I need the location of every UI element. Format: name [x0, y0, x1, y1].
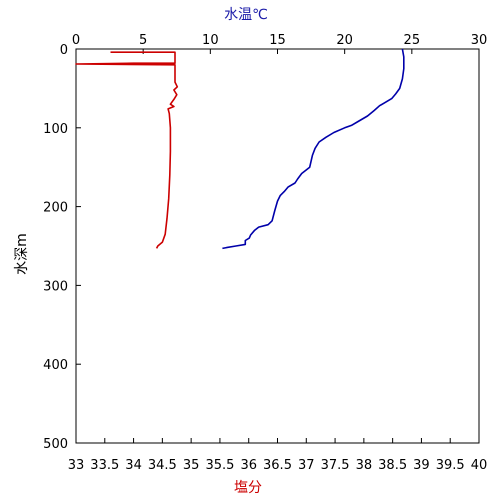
top-tick-label: 30	[471, 33, 488, 48]
top-tick-label: 25	[404, 33, 421, 48]
left-tick-label: 400	[43, 358, 68, 373]
bottom-axis-ticks: 33 33.5 34 34.5 35 35.5 36 36.5 37 37.5 38 38.5 39 39…	[68, 438, 488, 473]
bottom-tick-label: 37.5	[321, 458, 350, 473]
y-axis-title: 水深m	[14, 233, 30, 275]
top-tick-label: 5	[139, 33, 147, 48]
bottom-tick-label: 33.5	[90, 458, 119, 473]
bottom-tick-label: 38.5	[378, 458, 407, 473]
top-tick-label: 20	[336, 33, 353, 48]
bottom-tick-label: 40	[471, 458, 488, 473]
left-tick-label: 100	[43, 122, 68, 137]
plot-frame	[75, 48, 480, 444]
top-tick-label: 0	[72, 33, 80, 48]
bottom-tick-label: 35.5	[205, 458, 234, 473]
left-tick-label: 500	[43, 437, 68, 452]
series-layer	[75, 48, 405, 250]
bottom-tick-label: 38	[356, 458, 373, 473]
bottom-tick-label: 39	[413, 458, 430, 473]
bottom-tick-label: 34.5	[148, 458, 177, 473]
top-axis-title: 水温℃	[224, 7, 268, 23]
bottom-tick-label: 34	[125, 458, 142, 473]
top-tick-label: 15	[269, 33, 286, 48]
bottom-axis-title: 塩分	[234, 480, 262, 496]
salinity-profile-line	[75, 51, 179, 249]
bottom-tick-label: 33	[68, 458, 85, 473]
left-tick-label: 300	[43, 279, 68, 294]
temperature-profile-line	[222, 48, 405, 250]
bottom-tick-label: 37	[298, 458, 315, 473]
left-tick-label: 0	[60, 43, 68, 58]
bottom-tick-label: 35	[183, 458, 200, 473]
top-axis-ticks: 0 5 10 15 20 25 30	[72, 33, 487, 54]
left-tick-label: 200	[43, 201, 68, 216]
bottom-tick-label: 36.5	[263, 458, 292, 473]
top-tick-label: 10	[202, 33, 219, 48]
left-axis-ticks: 0 100 200 300 400 500	[43, 43, 81, 452]
bottom-tick-label: 39.5	[436, 458, 465, 473]
bottom-tick-label: 36	[240, 458, 257, 473]
